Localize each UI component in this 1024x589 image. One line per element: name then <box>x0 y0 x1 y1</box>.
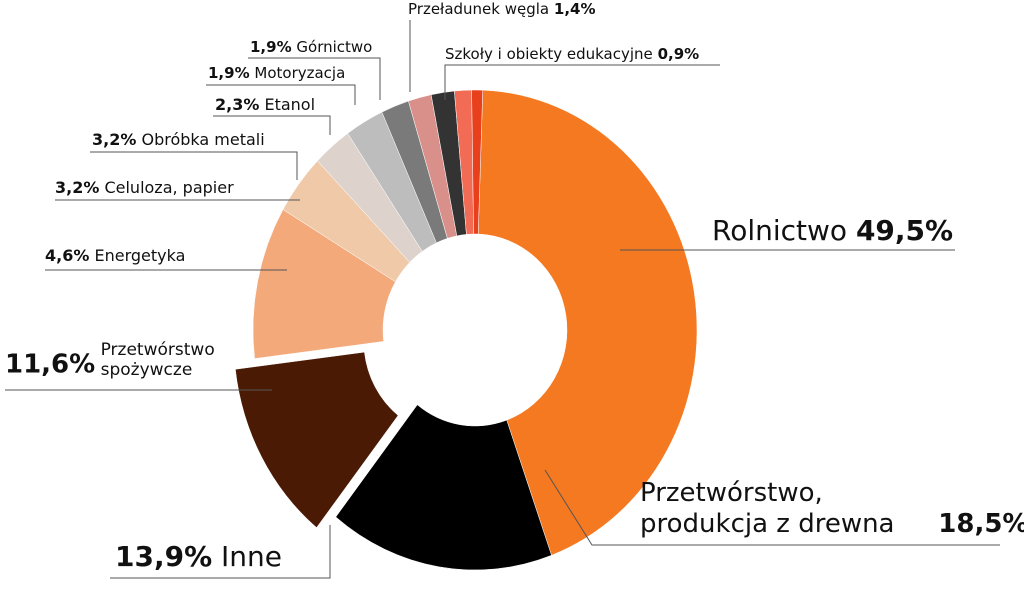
slice-label: 11,6% Przetwórstwo spożywcze <box>5 340 226 381</box>
category-name: Szkoły i obiekty edukacyjne <box>445 45 653 63</box>
value-label: 1,9% <box>208 64 250 82</box>
value-label: 4,6% <box>45 246 90 265</box>
leader-line <box>90 151 298 180</box>
leader-line <box>444 64 720 100</box>
slice-label: 1,9% Motoryzacja <box>208 64 345 82</box>
category-name: Celuloza, papier <box>104 178 234 197</box>
category-name: Obróbka metali <box>141 130 265 149</box>
slice-label: 3,2% Celuloza, papier <box>55 178 234 197</box>
value-label: 1,9% <box>250 38 292 56</box>
category-name: Etanol <box>264 95 316 114</box>
value-label: 13,9% <box>115 540 213 573</box>
category-name: Górnictwo <box>296 38 373 56</box>
category-name: Przeładunek węgla <box>408 0 550 18</box>
slice <box>335 404 552 571</box>
category-name: Inne <box>221 540 283 573</box>
slice-label: Przeładunek węgla 1,4% <box>408 0 596 18</box>
slice-label: Przetwórstwo, produkcja z drewna 18,5% <box>640 478 1024 540</box>
slice <box>235 351 399 529</box>
slice-label: 4,6% Energetyka <box>45 246 185 265</box>
slice-label: Rolnictwo 49,5% <box>712 214 953 248</box>
slice-label: 2,3% Etanol <box>215 95 315 114</box>
value-label: 0,9% <box>657 45 700 63</box>
value-label: 11,6% <box>5 349 96 380</box>
value-label: 2,3% <box>215 95 260 114</box>
category-name: Motoryzacja <box>254 64 346 82</box>
leader-line <box>248 57 381 100</box>
slice-label: 13,9% Inne <box>115 540 282 574</box>
value-label: 49,5% <box>855 214 954 247</box>
category-name: Rolnictwo <box>712 214 848 247</box>
leader-line <box>213 115 331 135</box>
category-name: Energetyka <box>94 246 186 265</box>
value-label: 3,2% <box>92 130 137 149</box>
slice <box>471 89 484 235</box>
leader-line <box>544 469 1000 546</box>
category-name: Przetwórstwo, produkcja z drewna <box>640 478 895 540</box>
slice-label: Szkoły i obiekty edukacyjne 0,9% <box>445 45 699 63</box>
leader-line <box>206 84 356 105</box>
value-label: 1,4% <box>553 0 596 18</box>
category-name: Przetwórstwo spożywcze <box>100 340 215 381</box>
value-label: 3,2% <box>55 178 100 197</box>
value-label: 18,5% <box>938 509 1024 540</box>
leader-line <box>110 525 331 579</box>
slice <box>477 89 698 556</box>
slice-label: 3,2% Obróbka metali <box>92 130 265 149</box>
slice <box>252 209 396 359</box>
slice-label: 1,9% Górnictwo <box>250 38 372 56</box>
